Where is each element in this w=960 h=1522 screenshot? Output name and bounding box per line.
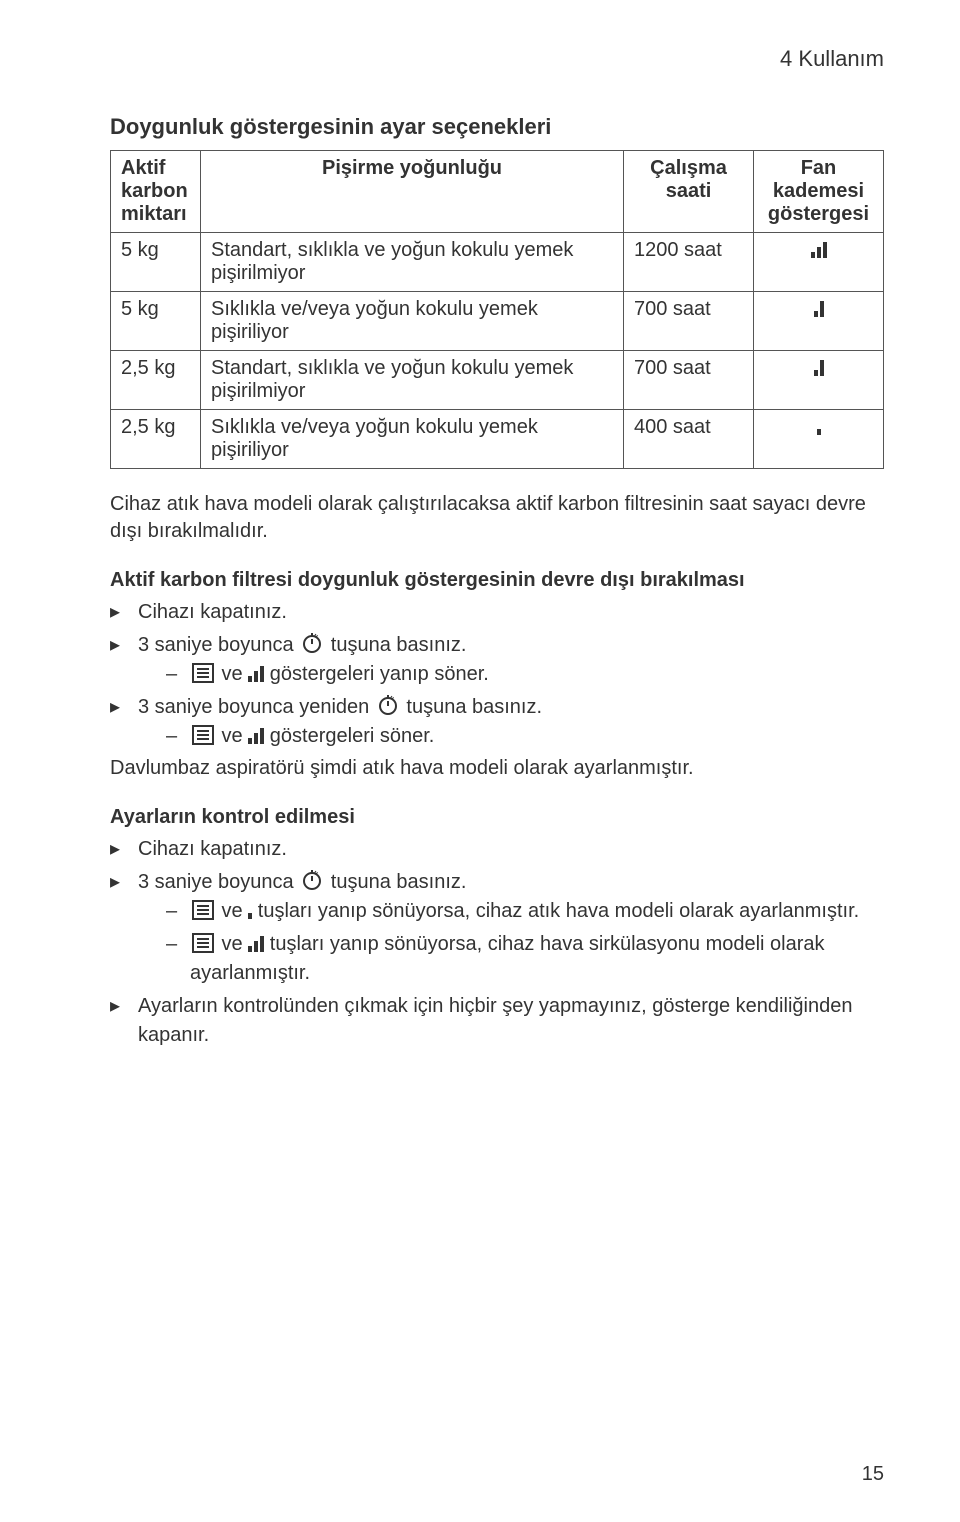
menu-icon bbox=[192, 725, 214, 745]
list-item: Ayarların kontrolünden çıkmak için hiçbi… bbox=[110, 992, 884, 1050]
list-item: Cihazı kapatınız. bbox=[110, 835, 884, 864]
sub-list: ve tuşları yanıp sönüyorsa, cihaz atık h… bbox=[138, 897, 884, 988]
text: tuşuna basınız. bbox=[401, 696, 542, 718]
text: tuşları yanıp sönüyorsa, cihaz hava sirk… bbox=[190, 933, 825, 984]
text: 3 saniye boyunca bbox=[138, 634, 299, 656]
list-item: ve göstergeleri söner. bbox=[138, 722, 884, 751]
cell-bars bbox=[754, 233, 884, 292]
text: tuşuna basınız. bbox=[325, 634, 466, 656]
bullet-list: Cihazı kapatınız. 3 saniye boyunca tuşun… bbox=[110, 598, 884, 751]
cell: 400 saat bbox=[624, 410, 754, 469]
list-item: ve göstergeleri yanıp söner. bbox=[138, 660, 884, 689]
list-item: 3 saniye boyunca tuşuna basınız. ve tuşl… bbox=[110, 868, 884, 988]
bars-icon bbox=[248, 934, 264, 952]
list-item: ve tuşları yanıp sönüyorsa, cihaz hava s… bbox=[138, 930, 884, 988]
col-header: Çalışma saati bbox=[624, 151, 754, 233]
text: ve bbox=[216, 725, 248, 747]
cell: Sıklıkla ve/veya yoğun kokulu yemek pişi… bbox=[201, 410, 624, 469]
bars-icon bbox=[248, 726, 264, 744]
col-header: Aktif karbon miktarı bbox=[111, 151, 201, 233]
table-row: 5 kg Standart, sıklıkla ve yoğun kokulu … bbox=[111, 233, 884, 292]
bars-icon bbox=[811, 240, 827, 258]
table-row: 2,5 kg Sıklıkla ve/veya yoğun kokulu yem… bbox=[111, 410, 884, 469]
list-item: 3 saniye boyunca yeniden tuşuna basınız.… bbox=[110, 693, 884, 751]
cell: 5 kg bbox=[111, 233, 201, 292]
paragraph: Davlumbaz aspiratörü şimdi atık hava mod… bbox=[110, 755, 884, 782]
cell-bars bbox=[754, 410, 884, 469]
page-number: 15 bbox=[862, 1463, 884, 1486]
cell-bars bbox=[754, 292, 884, 351]
cell: 5 kg bbox=[111, 292, 201, 351]
cell: 700 saat bbox=[624, 292, 754, 351]
table-header-row: Aktif karbon miktarı Pişirme yoğunluğu Ç… bbox=[111, 151, 884, 233]
bars-icon bbox=[248, 664, 264, 682]
text: ve bbox=[216, 933, 248, 955]
timer-icon bbox=[301, 869, 323, 891]
section-heading: Ayarların kontrol edilmesi bbox=[110, 806, 884, 829]
cell: 2,5 kg bbox=[111, 351, 201, 410]
table-row: 5 kg Sıklıkla ve/veya yoğun kokulu yemek… bbox=[111, 292, 884, 351]
sub-list: ve göstergeleri yanıp söner. bbox=[138, 660, 884, 689]
text: göstergeleri söner. bbox=[264, 725, 434, 747]
timer-icon bbox=[301, 632, 323, 654]
menu-icon bbox=[192, 933, 214, 953]
cell: 700 saat bbox=[624, 351, 754, 410]
cell: 2,5 kg bbox=[111, 410, 201, 469]
cell: Standart, sıklıkla ve yoğun kokulu yemek… bbox=[201, 351, 624, 410]
text: 3 saniye boyunca yeniden bbox=[138, 696, 375, 718]
text: ve bbox=[216, 663, 248, 685]
bars-icon bbox=[817, 417, 821, 435]
text: tuşları yanıp sönüyorsa, cihaz atık hava… bbox=[252, 900, 859, 922]
section-heading: Aktif karbon filtresi doygunluk gösterge… bbox=[110, 569, 884, 592]
bullet-list: Cihazı kapatınız. 3 saniye boyunca tuşun… bbox=[110, 835, 884, 1050]
bars-icon bbox=[814, 358, 824, 376]
cell: 1200 saat bbox=[624, 233, 754, 292]
menu-icon bbox=[192, 900, 214, 920]
table-title: Doygunluk göstergesinin ayar seçenekleri bbox=[110, 114, 884, 140]
chapter-header: 4 Kullanım bbox=[110, 46, 884, 72]
text: 3 saniye boyunca bbox=[138, 871, 299, 893]
col-header: Pişirme yoğunluğu bbox=[201, 151, 624, 233]
text: ve bbox=[216, 900, 248, 922]
timer-icon bbox=[377, 694, 399, 716]
cell: Sıklıkla ve/veya yoğun kokulu yemek pişi… bbox=[201, 292, 624, 351]
list-item: ve tuşları yanıp sönüyorsa, cihaz atık h… bbox=[138, 897, 884, 926]
sub-list: ve göstergeleri söner. bbox=[138, 722, 884, 751]
menu-icon bbox=[192, 663, 214, 683]
settings-table: Aktif karbon miktarı Pişirme yoğunluğu Ç… bbox=[110, 150, 884, 469]
cell: Standart, sıklıkla ve yoğun kokulu yemek… bbox=[201, 233, 624, 292]
cell-bars bbox=[754, 351, 884, 410]
list-item: 3 saniye boyunca tuşuna basınız. ve göst… bbox=[110, 631, 884, 689]
text: göstergeleri yanıp söner. bbox=[264, 663, 489, 685]
col-header: Fan kademesi göstergesi bbox=[754, 151, 884, 233]
bars-icon bbox=[814, 299, 824, 317]
paragraph: Cihaz atık hava modeli olarak çalıştırıl… bbox=[110, 491, 884, 545]
table-row: 2,5 kg Standart, sıklıkla ve yoğun kokul… bbox=[111, 351, 884, 410]
text: tuşuna basınız. bbox=[325, 871, 466, 893]
list-item: Cihazı kapatınız. bbox=[110, 598, 884, 627]
